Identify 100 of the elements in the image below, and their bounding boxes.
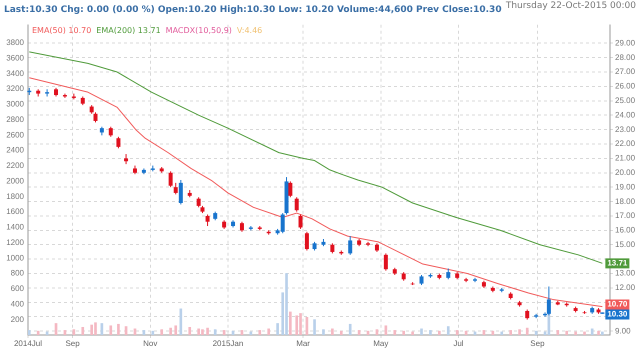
candlestick: [206, 214, 210, 227]
y-tick-label: 27.00: [615, 67, 636, 76]
bar: [601, 332, 604, 335]
candlestick: [288, 180, 292, 198]
x-tick-label: 2014Jul: [14, 339, 42, 348]
bar: [285, 273, 288, 335]
bar: [295, 315, 298, 335]
annotation: MACDX(10,50,9): [166, 26, 232, 35]
y2-tick-label: 400: [10, 299, 25, 308]
bar: [474, 332, 476, 335]
x-tick-label: Sep: [530, 339, 546, 348]
bar: [518, 329, 521, 335]
candlestick: [108, 126, 113, 138]
bar: [464, 330, 468, 335]
bar: [124, 326, 128, 335]
bar: [117, 324, 120, 335]
x-tick-label: Sep: [65, 339, 80, 348]
bar: [46, 332, 48, 335]
y-tick-label: 26.00: [615, 82, 636, 91]
bar: [420, 328, 423, 335]
y2-tick-label: 1800: [6, 192, 25, 201]
candlestick: [348, 236, 352, 256]
y-tick-label: 25.00: [615, 96, 636, 106]
bar: [267, 328, 270, 335]
bar: [174, 325, 178, 335]
bar: [197, 328, 200, 335]
bar: [456, 330, 459, 335]
bar: [322, 329, 325, 335]
y-tick-label: 18.00: [615, 196, 636, 206]
bar: [240, 330, 244, 335]
bar: [94, 322, 97, 335]
bar: [590, 328, 594, 335]
text: Thursday 22-Oct-2015 00:00: [506, 1, 636, 11]
y-tick-label: 15.00: [615, 240, 636, 249]
y-tick-label: 28.00: [615, 52, 636, 62]
candlestick: [196, 196, 201, 208]
bar: [358, 330, 360, 335]
x-tick-label: May: [373, 339, 388, 348]
y-tick-label: 20.00: [615, 168, 636, 177]
y2-tick-label: 600: [10, 284, 25, 294]
y-tick-label: 23.00: [615, 124, 636, 134]
bar: [201, 329, 204, 335]
annotation: V:4.46: [236, 26, 262, 35]
y-tick-label: 9.00: [615, 326, 632, 336]
y2-tick-label: 3600: [6, 53, 25, 62]
x-tick-label: Mar: [296, 339, 310, 348]
bar: [306, 316, 308, 335]
bar: [574, 332, 577, 335]
y2-tick-label: 2200: [6, 161, 25, 170]
y2-tick-label: 2800: [6, 114, 25, 124]
y2-tick-label: 3400: [6, 68, 25, 78]
bar: [313, 319, 316, 335]
bar: [482, 330, 486, 335]
y-tick-label: 12.00: [615, 283, 636, 292]
bar: [411, 332, 414, 335]
y-tick-label: 17.00: [615, 211, 636, 220]
x-tick-label: Jul: [453, 339, 464, 348]
bar: [142, 330, 146, 335]
bar: [258, 330, 262, 335]
candlestick: [446, 268, 450, 280]
bar: [206, 328, 209, 335]
bar: [340, 330, 343, 335]
candlestick: [330, 242, 334, 254]
bar: [565, 330, 568, 335]
chart-subtitle: Last:10.30 Chg: 0.00 (0.00 %) Open:10.20 High:10.30 Low: 10.20 Volume:44,600 Prev Close:10.30: [4, 5, 502, 15]
bar: [402, 330, 406, 335]
bar: [446, 326, 450, 335]
candlestick: [93, 112, 98, 123]
candlestick: [384, 252, 388, 272]
bar: [169, 328, 172, 335]
bar: [134, 328, 136, 335]
y-tick-label: 13.00: [615, 268, 636, 278]
bar: [64, 330, 66, 335]
bar: [90, 324, 94, 335]
candlestick: [304, 231, 309, 252]
y-tick-label: 21.00: [615, 154, 636, 163]
y2-tick-label: 800: [10, 268, 25, 278]
bar: [289, 312, 292, 335]
y2-tick-label: 3200: [6, 84, 25, 94]
candlestick: [116, 136, 120, 149]
y2-tick-label: 1400: [6, 222, 25, 232]
text: 10.30: [607, 310, 628, 319]
bar: [492, 330, 494, 335]
bar: [393, 330, 396, 335]
y-tick-label: 16.00: [615, 226, 636, 235]
bar: [556, 330, 560, 335]
bar: [500, 332, 504, 335]
y-tick-label: 29.00: [615, 38, 636, 48]
candlestick: [298, 214, 303, 230]
bar: [583, 332, 586, 335]
y2-tick-label: 200: [10, 314, 25, 324]
candlestick: [294, 196, 299, 212]
bar: [160, 329, 164, 335]
y2-tick-label: 2600: [6, 130, 25, 140]
data-label: 10.70: [607, 300, 628, 309]
bar: [72, 329, 76, 335]
bar: [438, 330, 441, 335]
bar: [188, 326, 192, 335]
bar: [331, 328, 334, 335]
bar: [151, 330, 154, 335]
